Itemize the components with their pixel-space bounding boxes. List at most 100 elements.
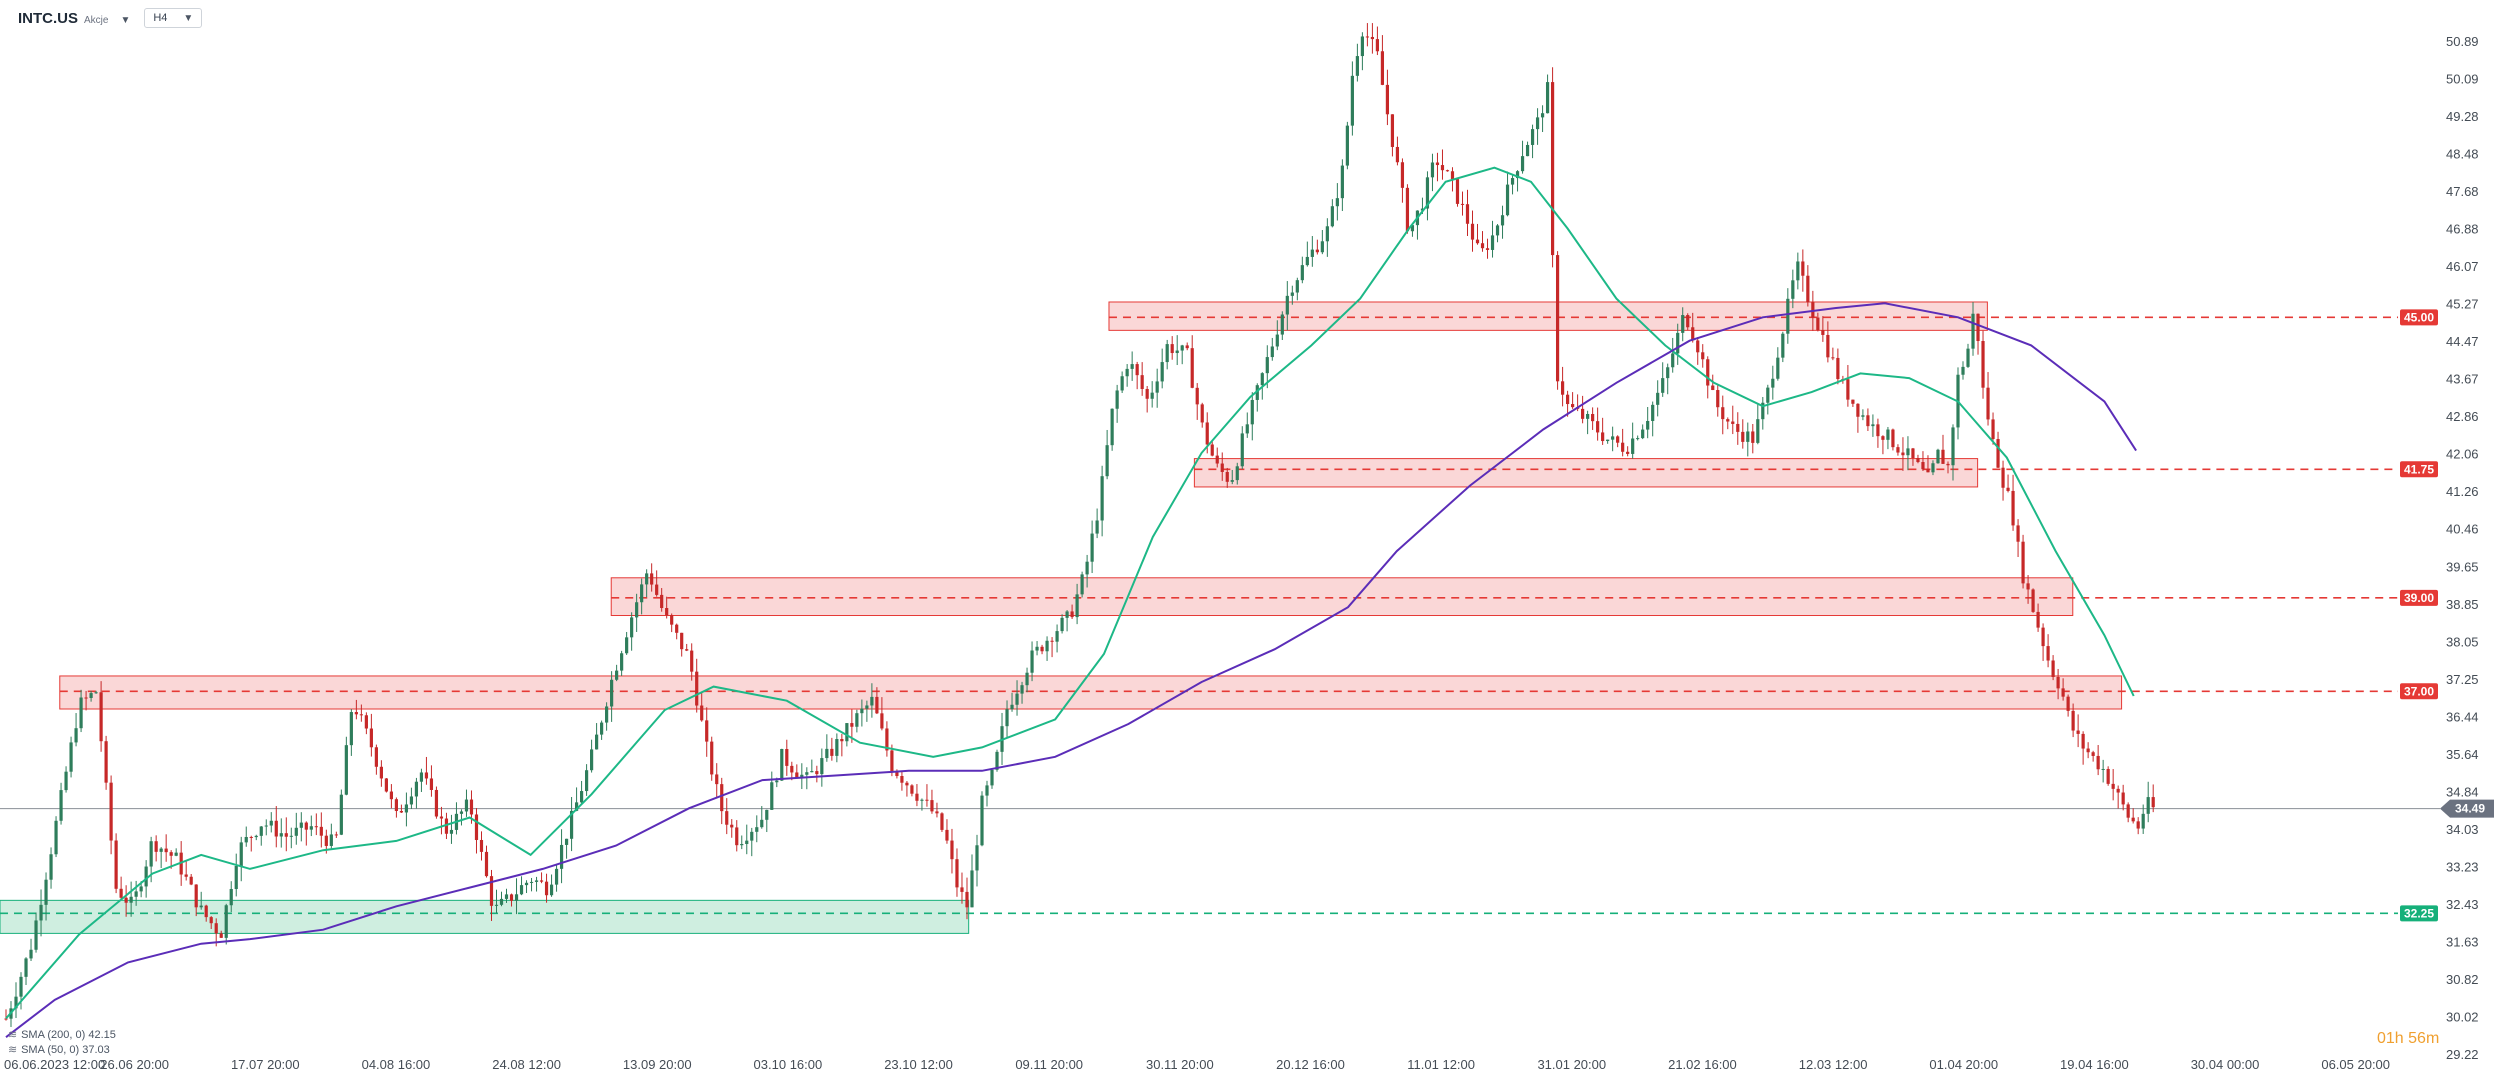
price-tick-label: 49.28 bbox=[2446, 109, 2479, 124]
candle-body bbox=[2136, 821, 2140, 829]
legend-sma50[interactable]: ≋ SMA (50, 0) 37.03 bbox=[8, 1043, 116, 1058]
candle-body bbox=[1881, 436, 1885, 440]
candle-body bbox=[259, 826, 263, 836]
candle-body bbox=[499, 898, 504, 905]
timeframe-selector[interactable]: H4 ▼ bbox=[144, 8, 203, 28]
candle-body bbox=[1265, 357, 1269, 374]
candle-body bbox=[1686, 315, 1690, 328]
candle-body bbox=[449, 829, 454, 834]
candle-body bbox=[1455, 179, 1460, 204]
time-tick-label: 11.01 12:00 bbox=[1407, 1057, 1475, 1072]
candle-body bbox=[1305, 256, 1309, 266]
candle-body bbox=[1025, 672, 1029, 686]
candle-body bbox=[2016, 525, 2020, 542]
candle-body bbox=[1175, 350, 1179, 354]
candle-body bbox=[1540, 113, 1545, 118]
candle-body bbox=[1005, 709, 1009, 727]
sma50-line bbox=[5, 166, 2135, 1020]
candle-body bbox=[1986, 387, 1990, 420]
level-tag-41.75 bbox=[2400, 461, 2438, 478]
candle-body bbox=[1065, 611, 1069, 618]
candle-body bbox=[1145, 388, 1149, 399]
candle-body bbox=[1971, 313, 1975, 349]
candle-body bbox=[489, 876, 494, 906]
candle-body bbox=[600, 722, 604, 735]
legend-sma200-value: 42.15 bbox=[88, 1029, 116, 1041]
candle-body bbox=[1260, 373, 1264, 386]
candle-body bbox=[785, 748, 789, 766]
candle-body bbox=[279, 833, 283, 837]
candle-body bbox=[1170, 344, 1174, 354]
candle-body bbox=[299, 822, 303, 828]
time-tick-label: 06.05 20:00 bbox=[2321, 1057, 2390, 1072]
candle-body bbox=[354, 712, 358, 715]
candle-body bbox=[374, 747, 378, 767]
candle-body bbox=[905, 782, 909, 786]
candle-body bbox=[1270, 346, 1274, 358]
candle-body bbox=[1320, 241, 1324, 253]
candle-body bbox=[579, 791, 584, 803]
time-tick-label: 04.08 16:00 bbox=[362, 1057, 431, 1072]
candle-body bbox=[1586, 413, 1590, 419]
candle-body bbox=[1906, 448, 1910, 456]
level-tag-text: 37.00 bbox=[2404, 684, 2434, 698]
candle-body bbox=[1090, 533, 1094, 562]
candle-body bbox=[114, 840, 118, 889]
candle-body bbox=[705, 720, 709, 742]
candle-body bbox=[4, 1018, 8, 1020]
candle-body bbox=[1255, 385, 1259, 400]
candle-body bbox=[2026, 583, 2030, 590]
candle-body bbox=[2116, 788, 2120, 793]
candle-body bbox=[209, 917, 213, 924]
candle-body bbox=[514, 894, 519, 901]
candle-body bbox=[880, 713, 884, 729]
candle-body bbox=[434, 789, 439, 817]
candle-body bbox=[1010, 704, 1014, 710]
candle-body bbox=[1741, 431, 1745, 442]
level-tag-text: 32.25 bbox=[2404, 906, 2434, 920]
price-tick-label: 39.65 bbox=[2446, 559, 2479, 574]
candle-body bbox=[2081, 733, 2085, 749]
candle-body bbox=[1571, 404, 1575, 408]
candle-body bbox=[1440, 165, 1445, 171]
candle-body bbox=[1155, 381, 1159, 393]
candle-body bbox=[1450, 171, 1455, 180]
candle-body bbox=[780, 748, 784, 781]
candle-body bbox=[1390, 114, 1395, 147]
candle-body bbox=[184, 874, 188, 877]
candle-body bbox=[1756, 419, 1760, 443]
candle-body bbox=[1926, 469, 1930, 473]
price-tick-label: 46.88 bbox=[2446, 222, 2479, 237]
price-tick-label: 30.82 bbox=[2446, 972, 2479, 987]
price-tick-label: 44.47 bbox=[2446, 334, 2479, 349]
candle-body bbox=[690, 650, 694, 672]
candle-body bbox=[244, 836, 248, 843]
candle-body bbox=[2126, 804, 2130, 818]
candle-body bbox=[1550, 82, 1555, 256]
legend-sma200-label: SMA (200, 0) bbox=[21, 1029, 86, 1041]
candle-body bbox=[1110, 408, 1114, 446]
candle-body bbox=[1681, 315, 1685, 333]
price-tick-label: 40.46 bbox=[2446, 522, 2479, 537]
symbol-selector[interactable]: INTC.US Akcje ▼ bbox=[18, 10, 130, 27]
price-tick-label: 30.02 bbox=[2446, 1009, 2479, 1024]
time-tick-label: 26.06 20:00 bbox=[100, 1057, 169, 1072]
candle-body bbox=[775, 780, 779, 783]
candle-body bbox=[344, 745, 348, 795]
indicator-icon: ≋ bbox=[8, 1044, 18, 1056]
candle-body bbox=[1335, 198, 1339, 207]
candle-body bbox=[1981, 341, 1985, 388]
candle-body bbox=[1616, 436, 1620, 443]
price-tick-label: 48.48 bbox=[2446, 147, 2479, 162]
candle-body bbox=[459, 811, 464, 814]
candle-body bbox=[224, 905, 228, 938]
legend-sma200[interactable]: ≋ SMA (200, 0) 42.15 bbox=[8, 1028, 116, 1043]
candle-body bbox=[1811, 302, 1815, 318]
candle-body bbox=[1385, 84, 1390, 115]
candle-body bbox=[1195, 387, 1199, 405]
timeframe-label: H4 bbox=[153, 12, 168, 24]
candle-body bbox=[1731, 421, 1735, 424]
candle-body bbox=[2066, 696, 2070, 711]
candle-body bbox=[2001, 467, 2005, 488]
